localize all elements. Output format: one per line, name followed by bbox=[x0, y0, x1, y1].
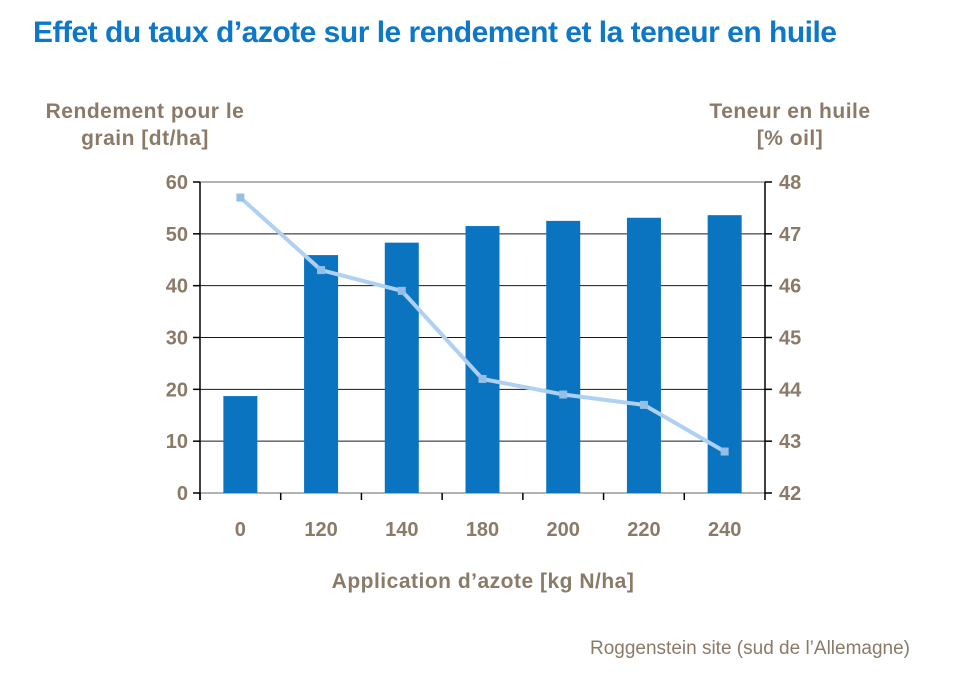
bar bbox=[465, 226, 500, 493]
bar bbox=[546, 220, 581, 493]
bar bbox=[223, 396, 258, 493]
x-tick-label: 140 bbox=[385, 519, 418, 541]
left-axis-title: Rendement pour le grain [dt/ha] bbox=[45, 100, 245, 150]
page-title: Effet du taux d’azote sur le rendement e… bbox=[33, 16, 837, 49]
bar bbox=[384, 242, 419, 493]
x-tick-label: 180 bbox=[466, 519, 499, 541]
line-marker bbox=[236, 193, 245, 202]
y-right-tick-label: 42 bbox=[779, 483, 801, 505]
source-note: Roggenstein site (sud de l’Allemagne) bbox=[589, 638, 910, 659]
y-right-tick-label: 47 bbox=[779, 224, 801, 246]
y-left-tick-label: 40 bbox=[166, 276, 188, 298]
y-left-tick-label: 10 bbox=[166, 431, 188, 453]
y-right-tick-label: 43 bbox=[779, 431, 801, 453]
y-left-tick-label: 20 bbox=[166, 379, 188, 401]
y-right-tick-label: 48 bbox=[779, 172, 801, 194]
line-marker bbox=[720, 447, 729, 456]
y-left-tick-label: 30 bbox=[166, 328, 188, 350]
y-right-tick-label: 46 bbox=[779, 276, 801, 298]
line-marker bbox=[397, 286, 406, 295]
y-left-tick-label: 60 bbox=[166, 172, 188, 194]
x-tick-label: 0 bbox=[235, 519, 246, 541]
x-tick-label: 120 bbox=[304, 519, 337, 541]
line-marker bbox=[639, 400, 648, 409]
x-tick-label: 200 bbox=[547, 519, 580, 541]
x-axis-title: Application d’azote [kg N/ha] bbox=[331, 570, 635, 593]
line-marker bbox=[317, 266, 326, 275]
right-axis-title: Teneur en huile [% oil] bbox=[709, 100, 871, 150]
bar bbox=[304, 255, 339, 493]
x-tick-label: 240 bbox=[708, 519, 741, 541]
y-left-tick-label: 50 bbox=[166, 224, 188, 246]
y-left-tick-label: 0 bbox=[177, 483, 188, 505]
y-right-tick-label: 45 bbox=[779, 328, 801, 350]
line-marker bbox=[478, 374, 487, 383]
y-right-tick-label: 44 bbox=[779, 379, 802, 401]
bar bbox=[626, 217, 661, 493]
x-tick-label: 220 bbox=[627, 519, 660, 541]
line-marker bbox=[559, 390, 568, 399]
